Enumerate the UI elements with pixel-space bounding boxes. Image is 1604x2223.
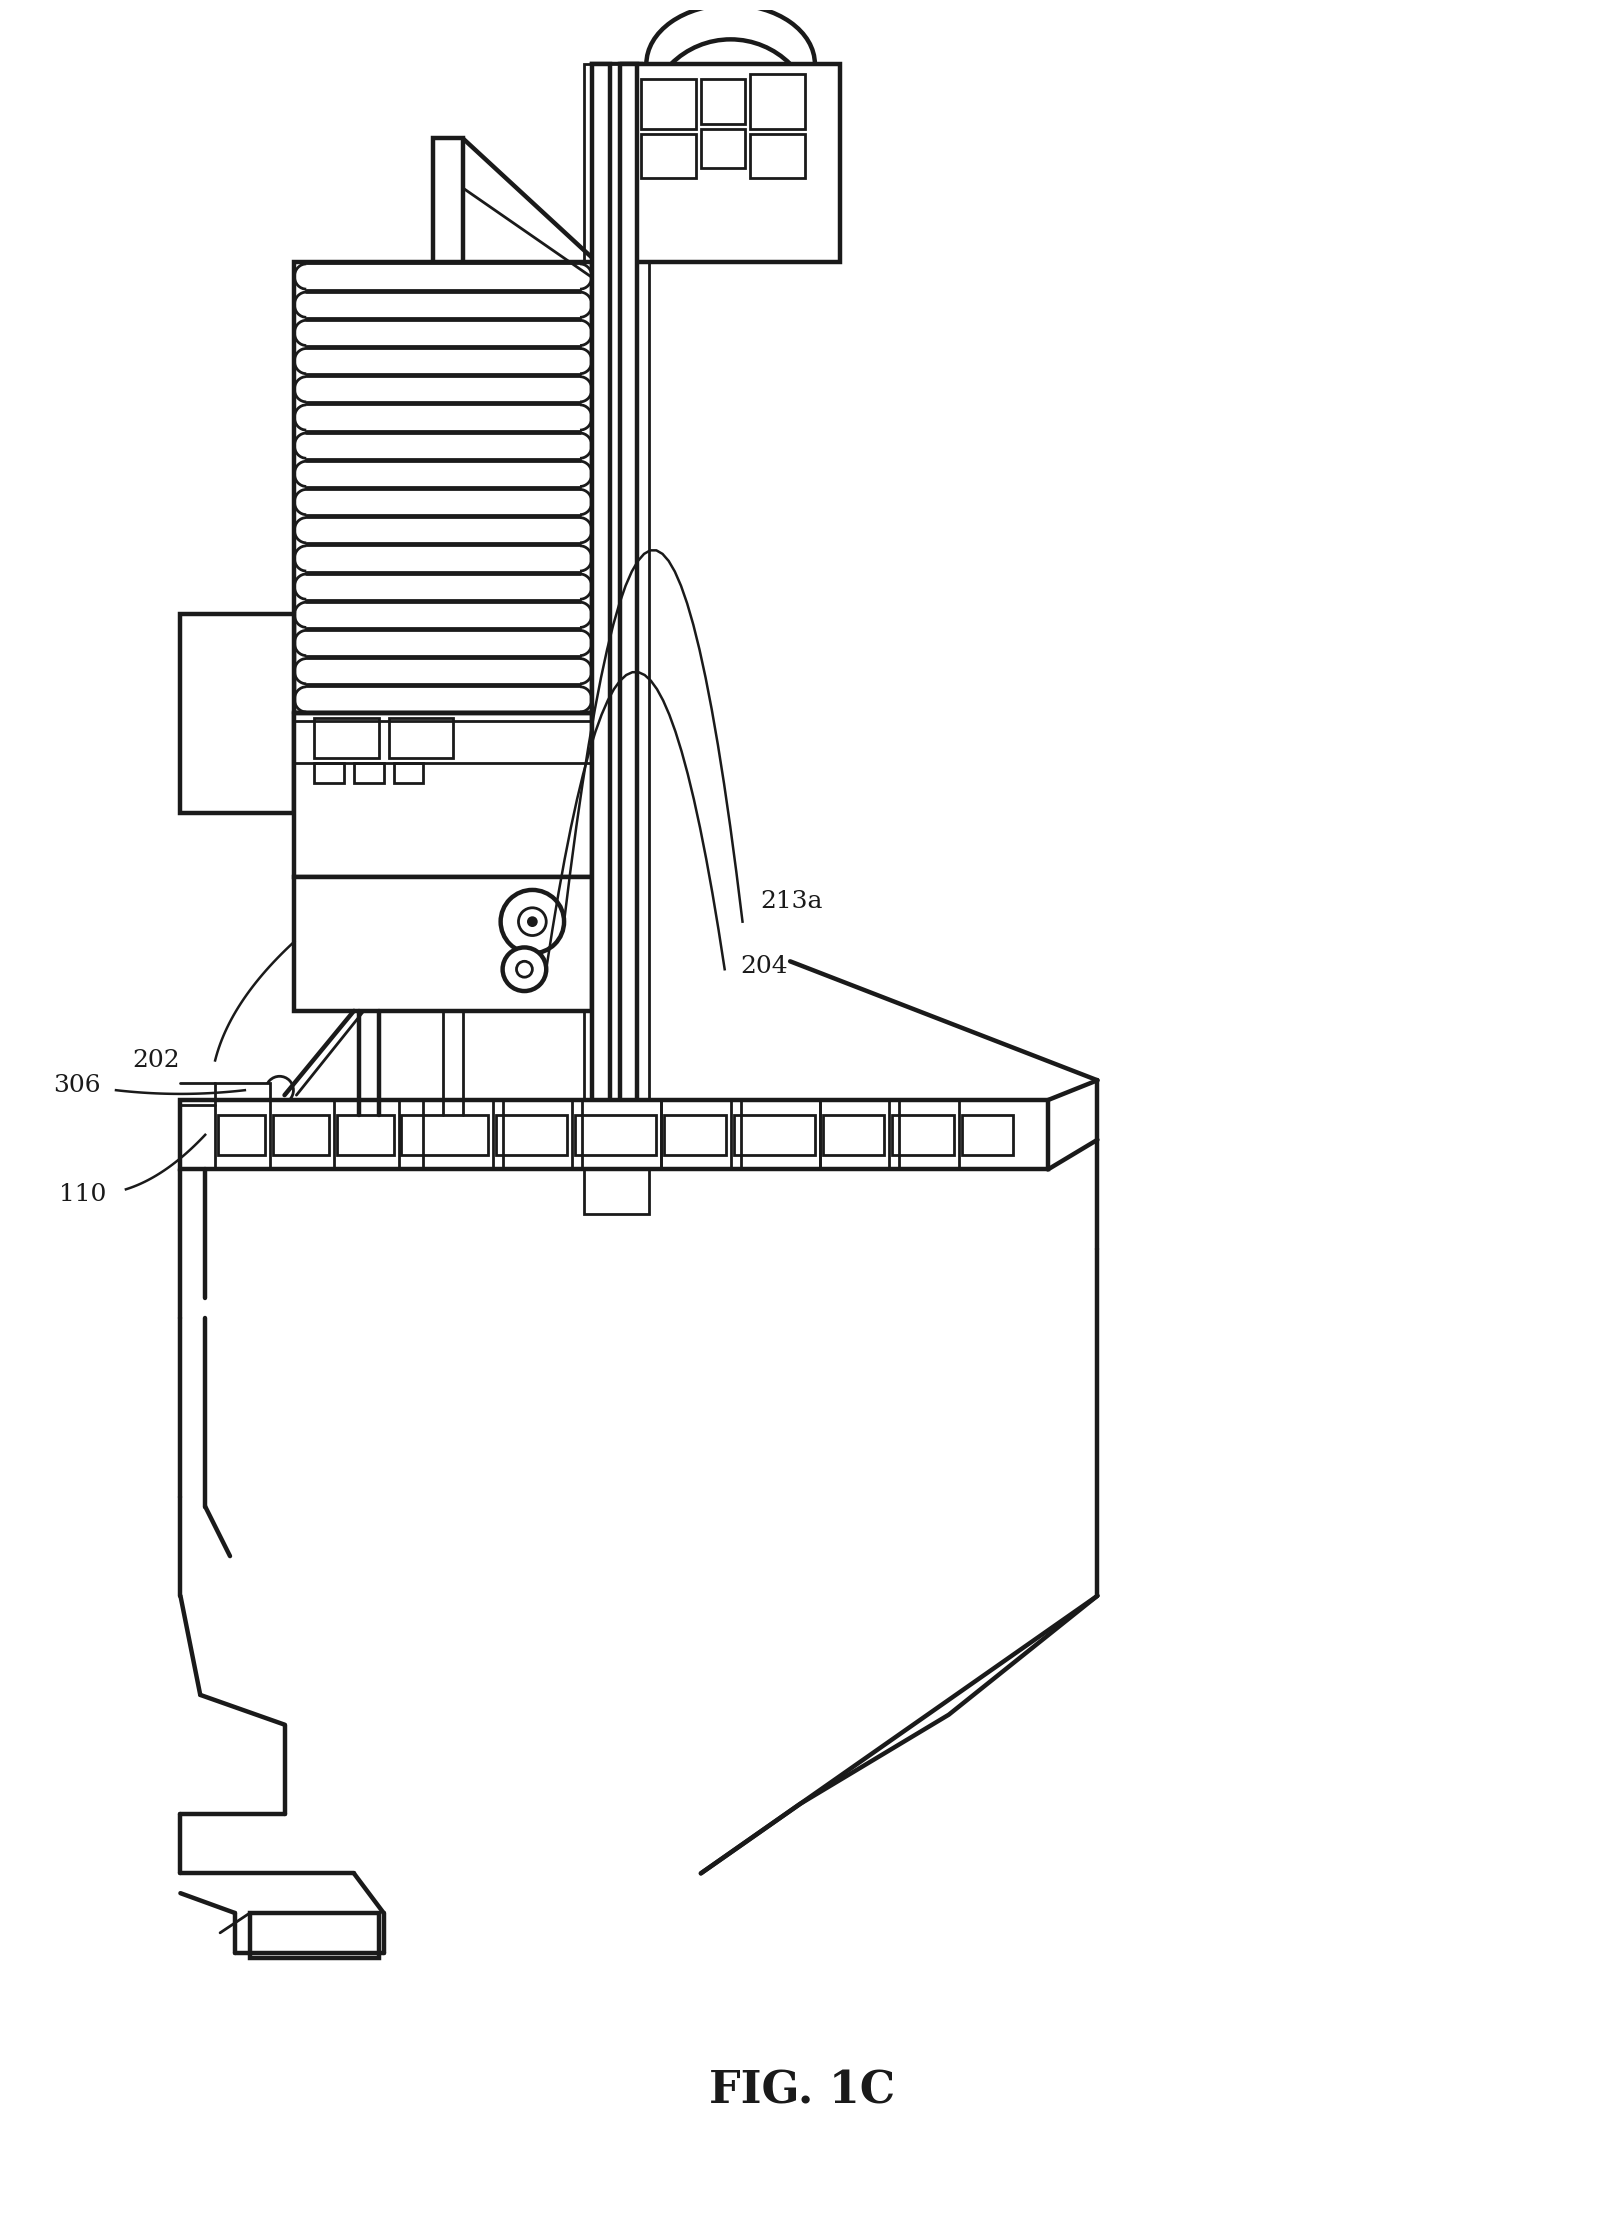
Bar [701,129,746,169]
Bar [295,878,592,1011]
Bar [250,1914,379,1958]
Text: 204: 204 [741,954,788,978]
Bar [642,133,696,178]
Bar [619,64,637,1154]
Bar [751,73,805,129]
Bar [962,1116,1014,1154]
Text: 202: 202 [133,1049,180,1071]
Circle shape [516,960,533,978]
Bar [314,762,343,782]
Bar [592,64,610,1154]
Bar [401,1116,488,1154]
Circle shape [646,40,815,209]
Bar [295,714,592,878]
Bar [233,1105,263,1120]
Text: 110: 110 [59,1183,106,1205]
Bar [314,718,379,758]
Circle shape [528,918,536,925]
Bar [388,718,452,758]
Bar [433,138,464,267]
Text: 213a: 213a [760,891,823,914]
Bar [892,1116,954,1154]
Bar [215,1083,269,1105]
Bar [180,1100,1047,1169]
Bar [218,1116,265,1154]
Bar [701,80,746,124]
Bar [354,762,383,782]
Bar [592,64,642,1205]
Bar [642,80,696,129]
Bar [273,1116,329,1154]
Circle shape [266,1076,294,1105]
Circle shape [500,889,565,954]
Bar [180,614,295,814]
Text: FIG. 1C: FIG. 1C [709,2070,895,2112]
Bar [393,762,423,782]
Bar [751,133,805,178]
Bar [823,1116,884,1154]
Bar [229,1120,265,1134]
Bar [622,64,839,262]
Bar [584,64,650,1214]
Circle shape [502,947,547,991]
Bar [337,1116,393,1154]
Bar [295,262,592,714]
Bar [496,1116,568,1154]
Bar [664,1116,725,1154]
Bar [733,1116,815,1154]
Text: 306: 306 [53,1074,101,1096]
Circle shape [518,907,547,936]
Bar [574,1116,656,1154]
